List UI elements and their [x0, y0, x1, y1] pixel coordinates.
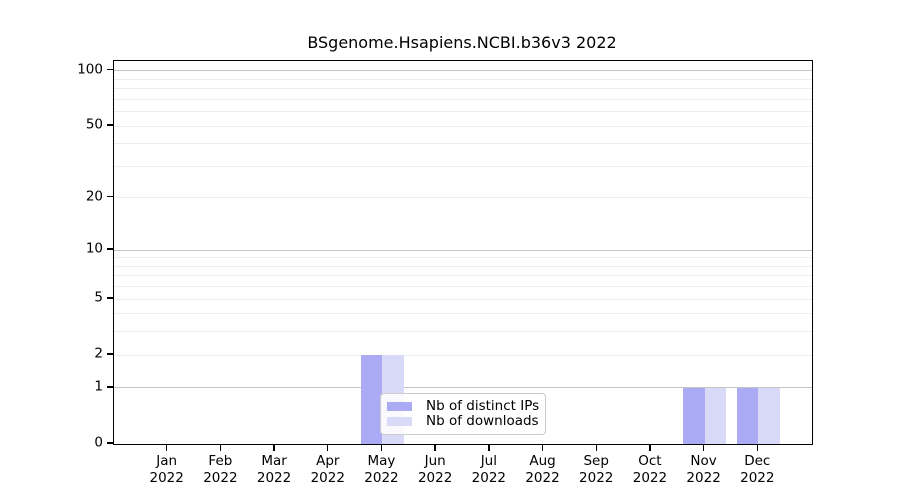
- y-tick-label: 20: [85, 188, 103, 205]
- x-tick-month: Oct: [638, 453, 662, 469]
- legend-label-downloads: Nb of downloads: [426, 412, 539, 429]
- legend-item-distinct-ips: Nb of distinct IPs: [387, 398, 540, 414]
- x-tick-year: 2022: [203, 469, 238, 486]
- x-tick-month: Dec: [744, 453, 771, 469]
- x-tick-year: 2022: [579, 469, 614, 486]
- gridline-minor: [114, 165, 812, 167]
- y-tick-label: 0: [94, 434, 103, 451]
- gridline-minor: [114, 125, 812, 127]
- gridline-minor: [114, 265, 812, 267]
- y-tick-mark: [107, 297, 113, 299]
- x-tick-mark: [273, 444, 275, 451]
- chart-title: BSgenome.Hsapiens.NCBI.b36v3 2022: [307, 33, 617, 52]
- gridline-minor: [114, 98, 812, 100]
- y-tick-mark: [107, 353, 113, 355]
- x-tick-mark: [756, 444, 758, 451]
- gridline-minor: [114, 111, 812, 113]
- x-tick-month: Nov: [690, 453, 717, 469]
- x-tick-year: 2022: [310, 469, 345, 486]
- legend: Nb of distinct IPs Nb of downloads: [380, 393, 546, 435]
- y-tick-mark: [107, 248, 113, 250]
- gridline-minor: [114, 275, 812, 277]
- x-tick-year: 2022: [686, 469, 721, 486]
- y-tick-label: 1: [94, 378, 103, 395]
- x-tick-mark: [327, 444, 329, 451]
- x-tick-year: 2022: [256, 469, 292, 486]
- y-tick-label: 10: [85, 240, 103, 257]
- x-tick-month: Mar: [261, 453, 287, 469]
- bar-nov-downloads: [704, 387, 727, 444]
- bar-dec-distinct-ips: [736, 387, 759, 444]
- gridline-major: [114, 249, 812, 251]
- y-tick-mark: [107, 124, 113, 126]
- bar-dec-downloads: [758, 387, 780, 444]
- x-tick-mark: [219, 444, 222, 451]
- x-tick-mark: [595, 444, 597, 451]
- gridline-minor: [114, 286, 812, 288]
- x-tick-label-oct: Oct 2022: [620, 453, 680, 486]
- x-tick-year: 2022: [632, 469, 668, 486]
- x-tick-year: 2022: [149, 469, 184, 486]
- y-tick-mark: [107, 196, 113, 198]
- x-tick-month: Jul: [480, 453, 497, 469]
- gridline-minor: [114, 354, 812, 356]
- x-tick-mark: [541, 444, 544, 451]
- y-tick-label: 5: [94, 289, 103, 306]
- x-tick-mark: [165, 444, 168, 451]
- x-tick-label-may: May 2022: [351, 453, 411, 486]
- gridline-minor: [114, 143, 812, 145]
- gridline-minor: [114, 88, 812, 90]
- x-tick-label-feb: Feb 2022: [190, 453, 250, 486]
- x-tick-mark: [702, 444, 705, 451]
- y-tick-label: 2: [94, 345, 103, 362]
- gridline-minor: [114, 313, 812, 315]
- x-tick-year: 2022: [525, 469, 560, 486]
- plot-area: [113, 60, 813, 445]
- gridline-minor: [114, 78, 812, 80]
- x-tick-label-apr: Apr 2022: [298, 453, 358, 486]
- x-tick-year: 2022: [417, 469, 453, 486]
- x-tick-month: Jun: [424, 453, 446, 469]
- y-tick-label: 100: [77, 61, 103, 78]
- y-tick-mark: [107, 386, 113, 388]
- x-tick-month: Aug: [529, 453, 556, 469]
- legend-item-downloads: Nb of downloads: [387, 412, 539, 429]
- x-tick-mark: [434, 444, 436, 451]
- x-tick-label-aug: Aug 2022: [513, 453, 573, 486]
- x-tick-month: Apr: [316, 453, 340, 469]
- x-tick-month: Jan: [156, 453, 178, 469]
- x-tick-mark: [488, 444, 490, 451]
- bar-may-distinct-ips: [360, 355, 383, 444]
- gridline-major: [114, 387, 812, 389]
- x-tick-label-sep: Sep 2022: [566, 453, 626, 486]
- gridline-major: [114, 70, 812, 72]
- gridline-minor: [114, 197, 812, 199]
- gridline-minor: [114, 331, 812, 333]
- x-tick-mark: [649, 444, 651, 451]
- x-tick-year: 2022: [740, 469, 775, 486]
- legend-swatch-downloads: [387, 416, 412, 426]
- x-tick-month: May: [367, 453, 396, 469]
- x-tick-label-jul: Jul 2022: [459, 453, 519, 486]
- bar-nov-distinct-ips: [683, 387, 705, 444]
- gridline-minor: [114, 257, 812, 259]
- x-tick-label-jan: Jan 2022: [137, 453, 197, 486]
- gridline-minor: [114, 298, 812, 300]
- y-tick-mark: [107, 442, 113, 444]
- x-tick-label-mar: Mar 2022: [244, 453, 304, 486]
- x-tick-mark: [380, 444, 383, 451]
- x-tick-label-jun: Jun 2022: [405, 453, 465, 486]
- x-tick-year: 2022: [471, 469, 507, 486]
- x-tick-year: 2022: [364, 469, 399, 486]
- x-tick-label-nov: Nov 2022: [674, 453, 734, 486]
- x-tick-month: Sep: [583, 453, 609, 469]
- legend-label-distinct-ips: Nb of distinct IPs: [426, 398, 540, 414]
- y-tick-mark: [107, 69, 113, 71]
- x-tick-month: Feb: [208, 453, 233, 469]
- legend-swatch-distinct-ips: [387, 402, 412, 412]
- y-tick-label: 50: [85, 116, 103, 133]
- x-tick-label-dec: Dec 2022: [727, 453, 787, 486]
